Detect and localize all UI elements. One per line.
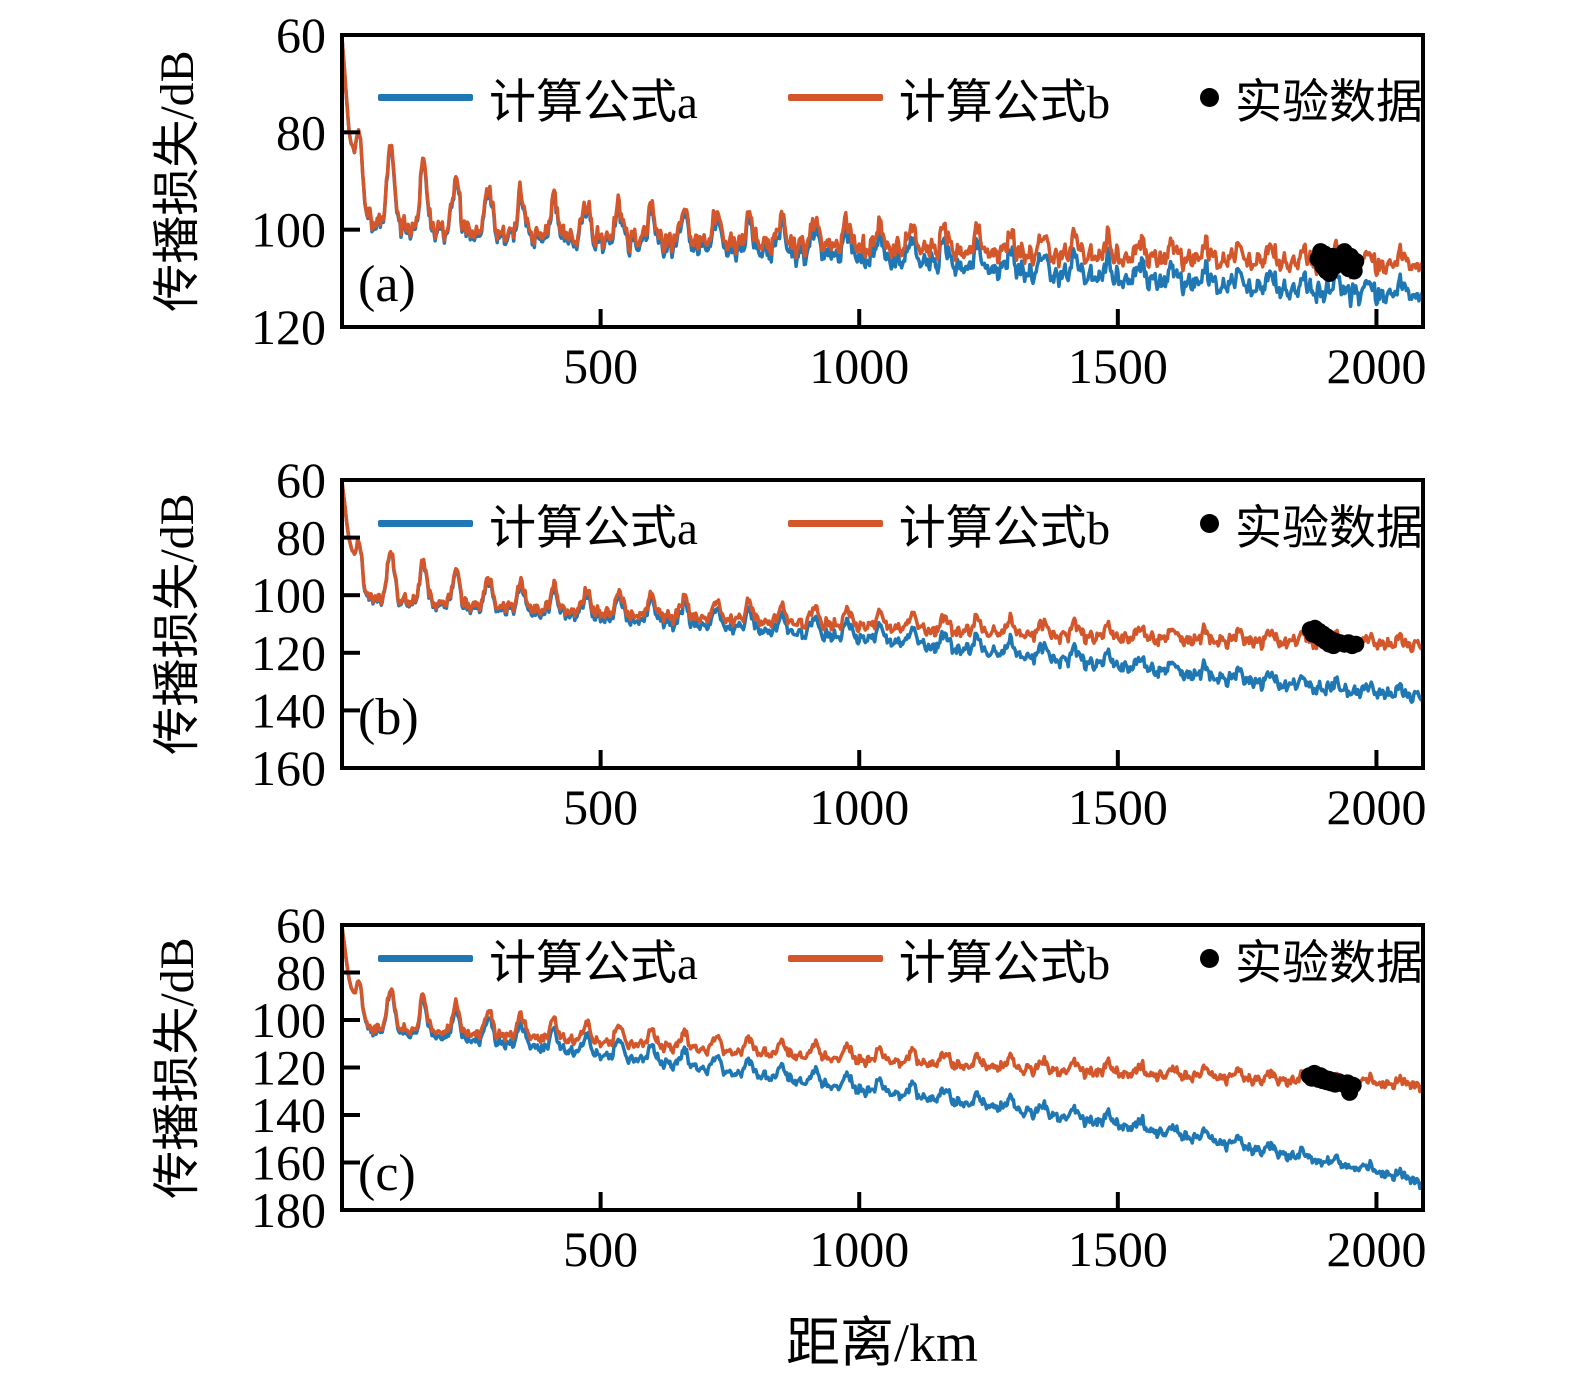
legend-label-formula-b: 计算公式b (898, 76, 1111, 129)
y-axis-label-b: 传播损失/dB (151, 493, 204, 755)
experimental-points-group (1300, 1064, 1362, 1101)
series-line-formula_a (344, 928, 1421, 1191)
y-tick-label: 120 (251, 625, 326, 681)
legend-label-formula-b: 计算公式b (898, 502, 1111, 555)
experimental-point (1347, 252, 1365, 270)
legend-label-experimental: 实验数据 (1235, 76, 1423, 129)
legend-label-formula-a: 计算公式a (489, 937, 698, 990)
experimental-data-dot-icon (1200, 87, 1219, 107)
y-tick-label: 180 (251, 1182, 326, 1238)
legend-item-formula-a: 计算公式a (378, 489, 698, 558)
x-tick-label: 2000 (1326, 1221, 1426, 1277)
series-line-formula_b (344, 483, 1421, 654)
x-tick-label: 1000 (809, 338, 909, 394)
y-tick-label: 120 (251, 1040, 326, 1096)
legend-item-experimental: 实验数据 (1200, 489, 1423, 558)
x-tick-label: 2000 (1326, 338, 1426, 394)
experimental-point (1344, 1076, 1362, 1094)
legend-label-formula-a: 计算公式a (489, 502, 698, 555)
y-tick-label: 100 (251, 202, 326, 258)
legend-label-formula-b: 计算公式b (898, 937, 1111, 990)
formula-b-line-icon (787, 93, 883, 101)
legend-item-formula-b: 计算公式b (787, 489, 1111, 558)
y-tick-label: 140 (251, 1087, 326, 1143)
y-axis-label-c: 传播损失/dB (151, 937, 204, 1199)
legend-label-experimental: 实验数据 (1235, 502, 1423, 555)
legend-item-formula-b: 计算公式b (787, 924, 1111, 993)
y-tick-label: 160 (251, 1135, 326, 1191)
series-line-formula_b (344, 40, 1421, 280)
legend-item-formula-a: 计算公式a (378, 63, 698, 132)
y-tick-label: 120 (251, 299, 326, 355)
y-tick-label: 60 (276, 7, 326, 63)
x-tick-label: 1500 (1068, 338, 1168, 394)
experimental-point (1347, 635, 1365, 653)
legend-subplot-c: 计算公式a 计算公式b 实验数据 (378, 929, 1423, 990)
y-tick-label: 80 (276, 104, 326, 160)
panel-tag-c: (c) (358, 1145, 416, 1202)
y-tick-label: 100 (251, 992, 326, 1048)
legend-subplot-a: 计算公式a 计算公式b 实验数据 (378, 68, 1423, 129)
legend-item-formula-b: 计算公式b (787, 63, 1111, 132)
experimental-data-dot-icon (1200, 513, 1219, 533)
legend-item-experimental: 实验数据 (1200, 63, 1423, 132)
y-tick-label: 80 (276, 510, 326, 566)
x-tick-label: 2000 (1326, 779, 1426, 835)
y-tick-label: 140 (251, 682, 326, 738)
panel-tag-b: (b) (358, 689, 419, 746)
experimental-points-group (1309, 243, 1365, 282)
curves-group (344, 483, 1421, 704)
y-tick-label: 100 (251, 567, 326, 623)
curves-group (344, 928, 1421, 1191)
x-tick-label: 1500 (1068, 1221, 1168, 1277)
y-axis-label-a: 传播损失/dB (151, 50, 204, 312)
axes-box (340, 923, 1425, 1212)
subplot-a: 60 80 100 120 500 1000 1500 2000 (251, 7, 1426, 394)
formula-a-line-icon (378, 93, 473, 101)
y-tick-label: 80 (276, 945, 326, 1001)
x-tick-label: 500 (563, 338, 638, 394)
y-tick-label: 60 (276, 452, 326, 508)
axes-box (340, 478, 1425, 770)
legend-item-experimental: 实验数据 (1200, 924, 1423, 993)
experimental-points-group (1301, 619, 1365, 655)
formula-b-line-icon (787, 954, 883, 962)
formula-a-line-icon (378, 519, 473, 527)
formula-b-line-icon (787, 519, 883, 527)
x-tick-label: 1000 (809, 779, 909, 835)
legend-label-experimental: 实验数据 (1235, 937, 1423, 990)
legend-label-formula-a: 计算公式a (489, 76, 698, 129)
panel-tag-a: (a) (358, 256, 416, 313)
legend-subplot-b: 计算公式a 计算公式b 实验数据 (378, 494, 1423, 555)
x-tick-label: 500 (563, 1221, 638, 1277)
series-line-formula_b (344, 928, 1421, 1094)
axes-box (340, 33, 1425, 329)
legend-item-formula-a: 计算公式a (378, 924, 698, 993)
curves-group (344, 40, 1421, 309)
x-tick-label: 500 (563, 779, 638, 835)
x-tick-label: 1500 (1068, 779, 1168, 835)
experimental-data-dot-icon (1200, 948, 1219, 968)
y-tick-label: 160 (251, 740, 326, 796)
formula-a-line-icon (378, 954, 473, 962)
y-tick-label: 60 (276, 897, 326, 953)
x-axis-label: 距离/km (785, 1313, 978, 1373)
x-tick-label: 1000 (809, 1221, 909, 1277)
